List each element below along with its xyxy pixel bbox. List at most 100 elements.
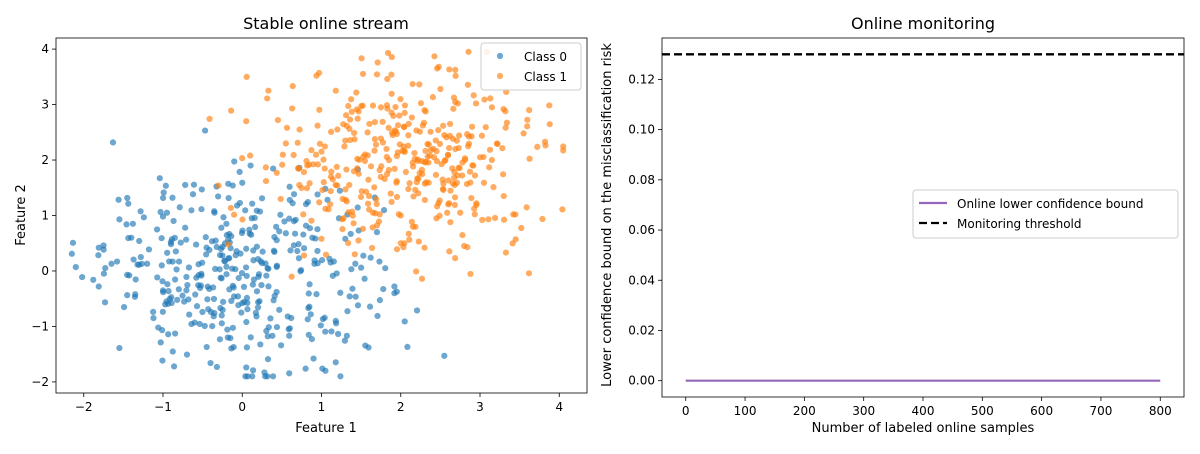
class-0-point xyxy=(219,306,226,314)
class-0-point xyxy=(172,248,179,255)
class-1-point xyxy=(401,148,408,156)
class-1-point xyxy=(500,216,508,223)
class-0-point xyxy=(401,318,408,325)
class-1-point xyxy=(471,211,478,218)
monitoring-y-tick-label-2: 0.04 xyxy=(628,273,655,287)
monitoring-y-tick-label-3: 0.06 xyxy=(628,223,655,237)
monitoring-title: Online monitoring xyxy=(851,14,995,33)
class-0-point xyxy=(252,223,259,231)
class-0-point xyxy=(165,300,172,307)
class-0-point xyxy=(391,283,398,290)
class-1-point xyxy=(325,206,332,213)
class-0-point xyxy=(225,180,232,187)
class-0-point xyxy=(204,296,211,303)
class-0-point xyxy=(332,359,339,366)
class-1-point xyxy=(436,140,444,148)
class-0-point xyxy=(113,258,121,265)
class-0-point xyxy=(256,298,263,305)
class-0-point xyxy=(210,313,217,320)
class-1-point xyxy=(355,170,362,177)
class-0-point xyxy=(244,299,251,307)
class-0-point xyxy=(216,336,223,343)
class-0-point xyxy=(361,275,368,282)
class-0-point xyxy=(132,276,139,283)
class-0-point xyxy=(224,326,231,333)
class-1-point xyxy=(500,171,507,178)
class-1-point xyxy=(447,187,454,194)
class-1-point xyxy=(290,151,297,159)
class-0-point xyxy=(276,306,283,313)
class-1-point xyxy=(449,180,456,187)
class-1-point xyxy=(289,105,296,112)
class-1-point xyxy=(273,169,280,176)
monitoring-y-tick-label-1: 0.02 xyxy=(628,323,655,337)
class-1-point xyxy=(465,48,472,55)
class-0-point xyxy=(201,322,208,330)
class-0-point xyxy=(173,266,180,273)
class-0-point xyxy=(291,230,299,237)
class-1-point xyxy=(446,248,453,255)
class-0-point xyxy=(238,229,246,237)
class-0-point xyxy=(145,246,153,253)
class-0-point xyxy=(393,288,400,295)
class-1-point xyxy=(435,200,442,207)
class-0-point xyxy=(185,264,193,271)
class-0-point xyxy=(102,265,109,272)
class-0-point xyxy=(341,337,348,344)
class-0-point xyxy=(183,273,190,281)
class-1-point xyxy=(405,132,412,139)
class-0-point xyxy=(295,255,303,262)
class-1-point xyxy=(488,104,495,111)
class-0-point xyxy=(249,281,256,288)
class-1-point xyxy=(387,190,394,197)
class-0-point xyxy=(314,226,321,233)
monitoring-y-tick-label-6: 0.12 xyxy=(628,72,655,86)
class-0-point xyxy=(172,330,179,337)
class-0-point xyxy=(225,194,232,202)
class-0-point xyxy=(124,292,131,299)
class-1-point xyxy=(359,70,367,78)
class-0-point xyxy=(169,348,176,355)
class-1-point xyxy=(440,186,447,194)
monitoring-x-tick-label-400: 400 xyxy=(912,404,935,418)
class-0-point xyxy=(212,237,219,244)
class-1-point xyxy=(277,195,284,203)
class-0-point xyxy=(255,273,262,280)
class-0-point xyxy=(175,286,182,293)
class-0-point xyxy=(175,258,183,265)
class-1-point xyxy=(300,252,308,259)
class-0-point xyxy=(258,195,266,202)
class-1-point xyxy=(446,144,453,152)
class-1-point xyxy=(314,122,321,129)
class-0-point xyxy=(157,208,164,216)
class-0-point xyxy=(177,239,184,246)
class-0-point xyxy=(352,260,359,267)
class-0-point xyxy=(189,191,197,198)
class-0-point xyxy=(295,241,302,248)
class-0-point xyxy=(136,237,143,245)
class-0-point xyxy=(380,285,387,293)
class-0-point xyxy=(196,320,203,328)
class-0-point xyxy=(226,254,233,262)
class-1-point xyxy=(346,181,353,189)
class-0-point xyxy=(169,258,176,265)
class-1-point xyxy=(421,244,428,251)
class-0-point xyxy=(159,357,166,364)
class-1-point xyxy=(434,65,441,72)
class-0-point xyxy=(259,248,266,255)
class-0-point xyxy=(199,308,206,316)
class-1-point xyxy=(457,209,464,216)
class-0-point xyxy=(136,261,143,268)
class-1-point xyxy=(455,144,462,152)
class-0-point xyxy=(100,246,107,253)
class-0-point xyxy=(125,200,132,207)
class-0-point xyxy=(201,127,209,134)
class-1-point xyxy=(320,156,327,163)
class-0-point xyxy=(376,258,383,265)
class-1-point xyxy=(394,122,402,129)
class-0-point xyxy=(337,289,344,296)
class-1-point xyxy=(262,178,270,185)
class-0-point xyxy=(129,220,136,227)
class-1-point xyxy=(422,108,429,115)
class-1-point xyxy=(351,136,358,143)
